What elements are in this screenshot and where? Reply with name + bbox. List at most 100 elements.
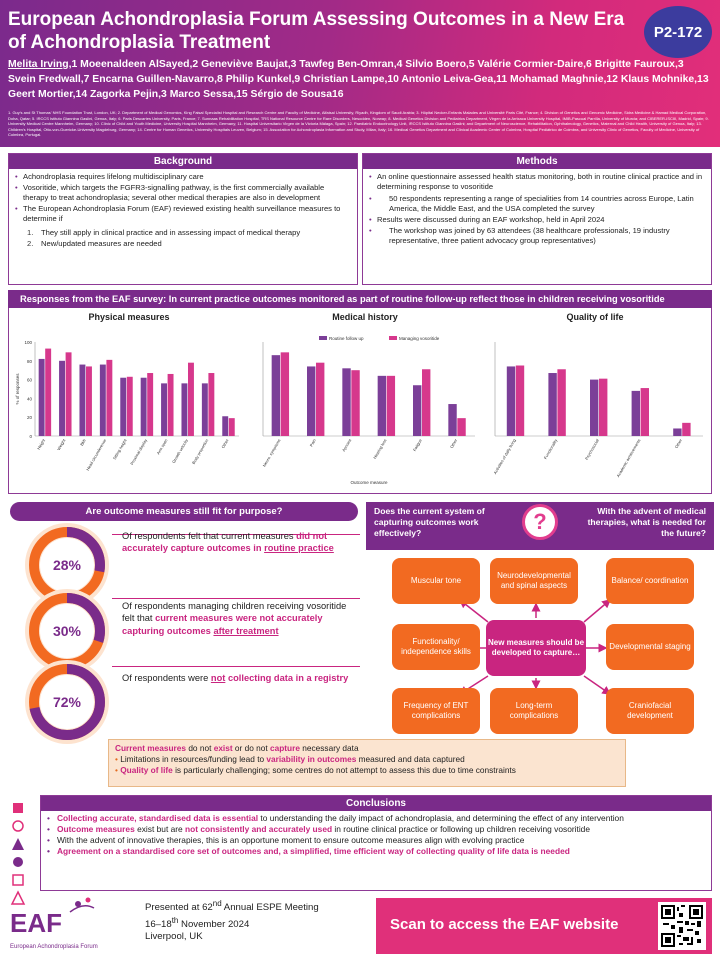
circle-icon bbox=[10, 854, 28, 870]
stat-text-plain: Of respondents were bbox=[122, 673, 211, 683]
x-tick-label: Other bbox=[674, 437, 684, 449]
fit-for-purpose-title: Are outcome measures still fit for purpo… bbox=[10, 502, 358, 521]
summary-line: • Quality of life is particularly challe… bbox=[115, 765, 516, 775]
bar bbox=[386, 375, 396, 436]
x-tick-label: Other bbox=[220, 437, 230, 449]
stat-donut: 30% bbox=[22, 586, 112, 676]
meeting-text: Presented at 62 bbox=[145, 902, 213, 914]
bar bbox=[316, 362, 325, 436]
donut-value-arc bbox=[29, 527, 105, 603]
date-sup: th bbox=[171, 915, 179, 925]
measure-box: Neurodevelopmental and spinal aspects bbox=[490, 558, 578, 604]
bar bbox=[59, 360, 65, 436]
bar bbox=[167, 373, 174, 436]
summary-highlight: variability in outcomes bbox=[266, 754, 357, 764]
stat-description: Of respondents felt that current measure… bbox=[122, 530, 354, 555]
decorative-shapes bbox=[10, 800, 28, 908]
y-axis-label: % of responses bbox=[15, 373, 20, 405]
x-tick-label: Arm span bbox=[156, 438, 169, 455]
x-tick-label: Height bbox=[36, 437, 47, 450]
physical-measures-svg: 0 20 40 60 80 100 % of responses Height Weight BM… bbox=[15, 340, 239, 472]
summary-highlight: capture bbox=[270, 743, 300, 753]
qr-code-icon[interactable] bbox=[658, 902, 706, 950]
bar bbox=[457, 418, 466, 436]
legend-label: Routine follow up bbox=[329, 336, 364, 341]
measure-box: Frequency of ENT complications bbox=[392, 688, 480, 734]
measure-box: Functionality/ independence skills bbox=[392, 624, 480, 670]
bar bbox=[448, 404, 457, 436]
donut-center bbox=[40, 538, 94, 592]
bar bbox=[38, 358, 45, 436]
x-tick-label: Body proportion bbox=[191, 438, 209, 465]
stat-text-highlight: collecting data in a registry bbox=[225, 673, 349, 683]
background-bullet: Vosoritide, which targets the FGFR3-sign… bbox=[15, 183, 351, 203]
triangle-icon bbox=[10, 836, 28, 852]
poster-header: European Achondroplasia Forum Assessing … bbox=[0, 0, 720, 147]
summary-highlight: exist bbox=[213, 743, 233, 753]
bar bbox=[201, 383, 208, 436]
bar bbox=[342, 368, 351, 436]
meeting-line: Presented at 62nd Annual ESPE Meeting bbox=[145, 898, 345, 915]
x-tick-label: Academic achievements bbox=[615, 438, 641, 478]
physical-measures-chart: Physical measures 0 20 40 60 80 100 % of respo… bbox=[13, 312, 245, 490]
date-line: 16–18th November 2024 bbox=[145, 915, 345, 932]
bar bbox=[673, 428, 682, 436]
background-bullet: The European Achondroplasia Forum (EAF) … bbox=[15, 204, 351, 224]
background-bullet: Achondroplasia requires lifelong multidi… bbox=[15, 172, 351, 182]
quality-of-life-svg: Activities of daily living Functionality P… bbox=[492, 342, 703, 478]
question-current-system: Does the current system of capturing out… bbox=[374, 506, 485, 538]
logo-text: EAF bbox=[10, 908, 62, 938]
bar bbox=[106, 359, 113, 436]
stat-divider bbox=[112, 598, 360, 599]
summary-text: do not bbox=[186, 743, 214, 753]
arrow bbox=[583, 599, 612, 623]
scan-banner[interactable]: Scan to access the EAF website bbox=[376, 898, 712, 954]
measure-box: Craniofacial development bbox=[606, 688, 694, 734]
stat-text-underlined: after treatment bbox=[213, 625, 279, 636]
circle-outline-icon bbox=[10, 818, 28, 834]
x-axis-label: Outcome measure bbox=[350, 480, 388, 485]
methods-bullet: Results were discussed during an EAF wor… bbox=[369, 215, 705, 225]
methods-subbullet: 50 respondents representing a range of s… bbox=[369, 194, 705, 214]
bar bbox=[161, 383, 167, 436]
bar bbox=[422, 369, 431, 436]
x-tick-label: Hearing loss bbox=[372, 438, 387, 460]
summary-line: Current measures do not exist or do not … bbox=[115, 743, 619, 754]
x-tick-label: Weight bbox=[56, 437, 67, 451]
conclusion-item: Agreement on a standardised core set of … bbox=[47, 846, 705, 857]
stat-text-underlined: not bbox=[210, 673, 226, 683]
donut-value-arc bbox=[29, 664, 105, 740]
summary-line: • Limitations in resources/funding lead … bbox=[115, 754, 465, 764]
methods-bullet: An online questionnaire assessed health … bbox=[369, 172, 705, 192]
bar bbox=[413, 385, 422, 436]
triangle-outline-icon bbox=[10, 890, 28, 906]
conclusion-highlight: Outcome measures bbox=[57, 824, 135, 834]
bar bbox=[280, 352, 290, 436]
conclusions-title: Conclusions bbox=[41, 796, 711, 811]
y-tick-label: 0 bbox=[29, 434, 32, 439]
stat-text-plain: Of respondents managing children receivi… bbox=[122, 601, 347, 624]
x-tick-label: BMI bbox=[79, 438, 87, 447]
first-author: Melita Irving, bbox=[8, 59, 72, 70]
stat-divider bbox=[112, 666, 360, 667]
date-text: 16–18 bbox=[145, 918, 172, 930]
bar bbox=[515, 365, 525, 436]
measure-box: Muscular tone bbox=[392, 558, 480, 604]
bar bbox=[79, 364, 86, 436]
measure-box: Developmental staging bbox=[606, 624, 694, 670]
bar bbox=[208, 373, 215, 436]
x-tick-label: Apnoea bbox=[341, 437, 353, 452]
methods-title: Methods bbox=[363, 154, 711, 169]
medical-history-svg: Neuro. symptoms Pain Apnoea Hearing loss Fat… bbox=[262, 336, 475, 485]
bar bbox=[222, 416, 229, 436]
conclusion-text: exist but are bbox=[134, 824, 186, 834]
x-tick-label: Fatigue bbox=[412, 437, 423, 452]
chart-title: Quality of life bbox=[566, 312, 624, 322]
bar bbox=[140, 377, 147, 436]
meeting-text: Annual ESPE Meeting bbox=[221, 902, 319, 914]
bar bbox=[271, 355, 281, 436]
chart-title: Medical history bbox=[332, 312, 398, 322]
bar bbox=[181, 383, 188, 436]
conclusion-highlight: Collecting accurate, standardised data i… bbox=[57, 813, 259, 823]
poster-id-badge: P2-172 bbox=[644, 6, 712, 58]
